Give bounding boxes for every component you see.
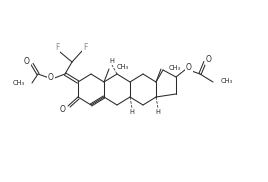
Text: CH₃: CH₃ — [117, 64, 129, 70]
Text: O: O — [24, 58, 30, 66]
Text: F: F — [55, 43, 59, 52]
Text: H: H — [129, 109, 135, 115]
Text: O: O — [206, 56, 212, 64]
Text: O: O — [48, 74, 54, 82]
Text: O: O — [60, 104, 66, 114]
Text: H: H — [155, 109, 161, 115]
Text: CH₃: CH₃ — [169, 65, 181, 71]
Text: O: O — [186, 64, 192, 72]
Text: F: F — [83, 43, 87, 52]
Text: H: H — [110, 58, 114, 64]
Text: CH₃: CH₃ — [13, 80, 25, 86]
Text: CH₃: CH₃ — [221, 78, 233, 84]
